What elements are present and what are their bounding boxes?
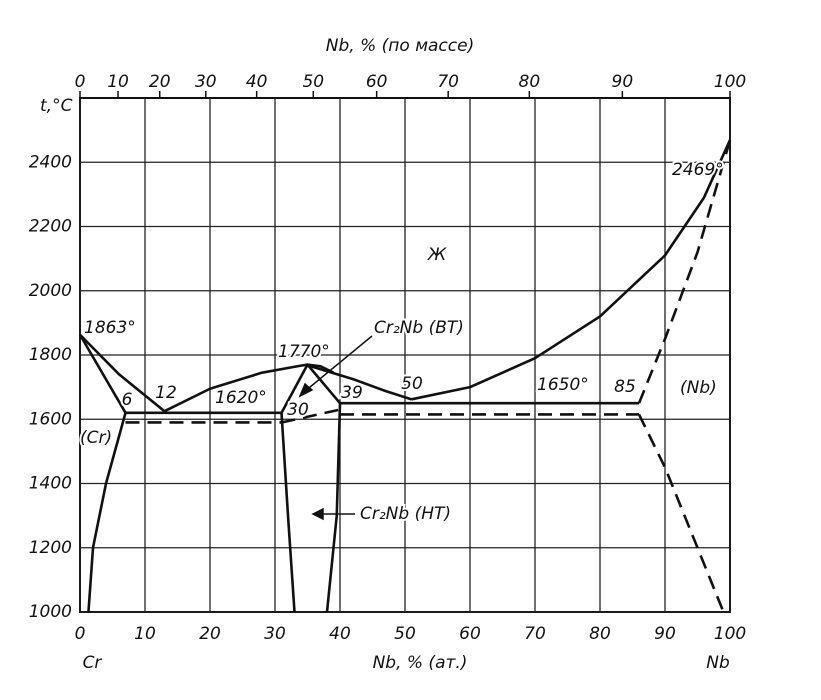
annotation: 1650° (537, 375, 589, 395)
y-tick-label: 1200 (29, 538, 72, 558)
x-axis-right-label: Nb (706, 653, 730, 673)
annotation: 6 (122, 390, 133, 410)
x-tick-label: 30 (264, 624, 286, 644)
x-tick-label: 60 (459, 624, 481, 644)
phase-line (307, 364, 412, 401)
arrow (303, 335, 373, 393)
x-axis-left-label: Cr (83, 653, 103, 673)
dashed-phase-line (281, 408, 341, 424)
x2-tick-label: 10 (107, 72, 129, 92)
x-tick-label: 100 (714, 624, 746, 644)
annotation: Cr₂Nb (НТ) (360, 504, 451, 524)
arrow-head (311, 507, 324, 521)
x-tick-label: 80 (589, 624, 611, 644)
x-axis-title: Nb, % (ат.) (373, 653, 468, 673)
phase-line (78, 334, 127, 414)
dashed-phase-line (637, 413, 725, 613)
x2-tick-label: 90 (612, 72, 634, 92)
annotation: 39 (341, 383, 363, 403)
x-tick-label: 10 (134, 624, 156, 644)
y-axis-title: t,°C (40, 96, 73, 116)
y-tick-label: 2000 (29, 281, 72, 301)
x2-tick-label: 30 (195, 72, 217, 92)
phase-line (79, 333, 166, 413)
x-tick-label: 40 (329, 624, 351, 644)
annotation: 50 (401, 374, 423, 394)
annotation: 12 (155, 383, 177, 403)
x2-tick-label: 40 (246, 72, 268, 92)
x2-tick-label: 20 (149, 72, 171, 92)
x2-tick-label: 100 (714, 72, 746, 92)
phase-line (280, 363, 341, 414)
x2-tick-label: 50 (302, 72, 324, 92)
phase-line (87, 412, 127, 613)
phase-line (325, 403, 342, 613)
annotation: (Cr) (80, 428, 112, 448)
phase-line (163, 363, 335, 413)
y-tick-label: 1600 (29, 409, 72, 429)
x-tick-label: 70 (524, 624, 546, 644)
x-tick-label: 50 (394, 624, 416, 644)
phase-line (411, 139, 732, 401)
dashed-phase-line (637, 139, 732, 404)
x2-tick-label: 0 (75, 72, 86, 92)
y-tick-label: 2200 (29, 217, 72, 237)
annotation: 1620° (215, 388, 267, 408)
x2-tick-label: 70 (437, 72, 459, 92)
y-tick-label: 1400 (29, 474, 72, 494)
annotation: 85 (614, 377, 636, 397)
annotation: 30 (287, 400, 309, 420)
x2-tick-label: 80 (519, 72, 541, 92)
x2-tick-label: 60 (366, 72, 388, 92)
phase-line (280, 412, 296, 613)
x-tick-label: 0 (75, 624, 86, 644)
y-tick-label: 1000 (29, 602, 72, 622)
y-tick-label: 2400 (29, 152, 72, 172)
annotation: Cr₂Nb (ВТ) (374, 318, 464, 338)
annotation: 1863° (84, 318, 136, 338)
arrows (298, 335, 373, 521)
arrow-head (298, 382, 314, 398)
y-tick-label: 1800 (29, 345, 72, 365)
annotation: Ж (427, 245, 447, 265)
x-tick-label: 90 (654, 624, 676, 644)
x-tick-label: 20 (199, 624, 221, 644)
annotation: 2469° (672, 160, 724, 180)
annotation: (Nb) (680, 378, 717, 398)
annotation: 1770° (278, 342, 330, 362)
top-axis-title: Nb, % (по массе) (326, 36, 474, 56)
